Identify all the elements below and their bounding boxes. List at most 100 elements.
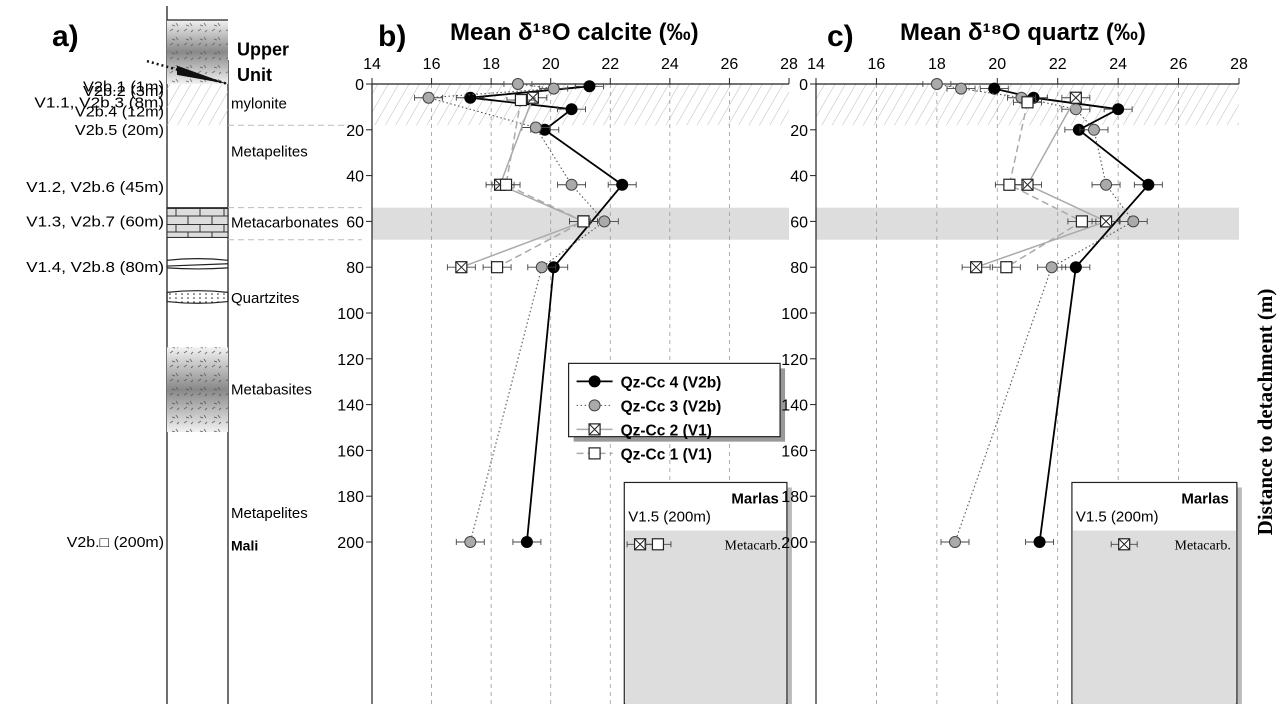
marker-filled-circle: [988, 82, 1001, 95]
y-tick-label: 60: [346, 214, 364, 231]
panel-2: c) Mean δ¹⁸O quartz (‰)14 16 18 20 22 24 26 2802…: [781, 19, 1277, 704]
marker-gray-circle: [588, 399, 601, 412]
marker-crossed-box: [633, 538, 647, 551]
marker-gray-circle: [948, 536, 961, 548]
marker-open-box: [499, 178, 513, 191]
marker-filled-circle: [1069, 261, 1082, 274]
marker-gray-circle: [422, 91, 435, 104]
mylonite-band: [372, 84, 789, 126]
sample-label: V1.3, V2b.7 (60m): [26, 214, 164, 230]
series-line: [470, 85, 624, 543]
x-tick-label: 22: [1049, 56, 1067, 73]
inset-label: V1.5 (200m): [1076, 508, 1159, 525]
x-tick-label: 28: [1230, 56, 1248, 73]
series-open-box: [482, 93, 598, 274]
y-tick-label: 20: [790, 123, 808, 140]
x-tick-label: 16: [868, 56, 886, 73]
marker-open-box: [577, 215, 590, 228]
marker-open-box: [491, 261, 504, 274]
series-line: [1006, 102, 1084, 268]
x-tick-label: 14: [363, 56, 381, 73]
series-line: [461, 97, 586, 268]
marker-crossed-box: [1099, 215, 1113, 228]
y-tick-label: 0: [799, 77, 808, 94]
marker-open-box: [1075, 215, 1088, 228]
detachment-wedge: [177, 65, 228, 84]
y-tick-label: 120: [781, 352, 808, 369]
legend-entry: Qz-Cc 1 (V1): [621, 446, 712, 463]
marker-crossed-box: [526, 91, 539, 104]
mylonite-hatch: [167, 84, 228, 126]
y-axis-label: Distance to detachment (m): [1253, 289, 1277, 536]
y-tick-label: 180: [781, 489, 808, 506]
legend-box: [567, 362, 781, 438]
marker-filled-circle: [583, 80, 596, 93]
y-tick-label: 140: [337, 398, 364, 415]
y-tick-label: 180: [337, 489, 364, 506]
inset-title: Marlas: [1181, 490, 1229, 507]
unit-label: Upper: [237, 40, 289, 60]
metacarbonate-band: [816, 207, 1239, 240]
x-tick-label: 26: [721, 56, 739, 73]
marker-gray-circle: [535, 261, 548, 274]
marker-crossed-box: [1118, 538, 1131, 551]
thin-layers-80m: [166, 258, 229, 270]
y-tick-label: 140: [781, 398, 808, 415]
x-tick-label: 22: [601, 56, 619, 73]
marker-open-box: [514, 93, 528, 107]
y-tick-label: 0: [355, 77, 364, 94]
marker-gray-circle: [529, 121, 542, 134]
y-tick-label: 200: [337, 535, 364, 552]
marker-open-box: [588, 447, 601, 460]
panel-label: c): [827, 20, 854, 53]
x-tick-label: 18: [928, 56, 946, 73]
sample-label: V2b.2 (3m): [83, 84, 164, 100]
unit-label: Metacarbonates: [231, 214, 339, 231]
detachment-fault-line: [146, 59, 229, 86]
panel-label: b): [378, 20, 406, 53]
x-tick-label: 18: [482, 56, 500, 73]
marker-gray-circle: [598, 215, 611, 228]
sample-label: V1.1, V2b.3 (8m): [34, 95, 164, 111]
x-tick-label: 14: [807, 56, 825, 73]
series-gray-circle: [414, 78, 619, 548]
series-open-box: [991, 96, 1097, 274]
sample-label: V2b.1 (1m): [83, 79, 164, 95]
marker-filled-circle: [520, 536, 533, 548]
inset-title: Marlas: [731, 490, 779, 507]
x-tick-label: 24: [1109, 56, 1127, 73]
series-line: [428, 83, 606, 543]
inset-band: [625, 530, 786, 704]
chart-title: Mean δ¹⁸O calcite (‰): [450, 19, 699, 46]
marker-filled-circle: [1112, 103, 1125, 116]
x-tick-label: 20: [988, 56, 1006, 73]
marker-gray-circle: [1127, 215, 1140, 228]
marker-filled-circle: [565, 103, 578, 116]
series-filled-circle: [455, 80, 637, 548]
marker-crossed-box: [455, 261, 468, 274]
y-tick-label: 20: [346, 123, 364, 140]
marker-gray-circle: [547, 82, 560, 95]
marker-open-box: [1003, 178, 1016, 191]
unit-label: Quartzites: [231, 290, 299, 307]
marker-gray-circle: [930, 78, 943, 90]
marker-gray-circle: [955, 82, 968, 95]
series-crossed-box: [961, 91, 1121, 274]
unit-label: mylonite: [231, 95, 287, 112]
sample-label: V2b.□ (200m): [67, 535, 164, 551]
y-tick-label: 60: [790, 214, 808, 231]
x-tick-label: 20: [542, 56, 560, 73]
legend-entry: Qz-Cc 3 (V2b): [621, 398, 722, 415]
marker-gray-circle: [1087, 123, 1100, 136]
marker-open-box: [1000, 261, 1013, 274]
marker-crossed-box: [588, 423, 601, 436]
marker-filled-circle: [588, 375, 601, 388]
unit-label: Mali: [231, 537, 258, 553]
series-filled-circle: [979, 82, 1163, 548]
marker-filled-circle: [1142, 178, 1155, 191]
marker-gray-circle: [565, 178, 578, 191]
inset-band: [1072, 530, 1236, 704]
unit-label: Metapelites: [231, 143, 308, 160]
unit-label: Metabasites: [231, 382, 312, 399]
